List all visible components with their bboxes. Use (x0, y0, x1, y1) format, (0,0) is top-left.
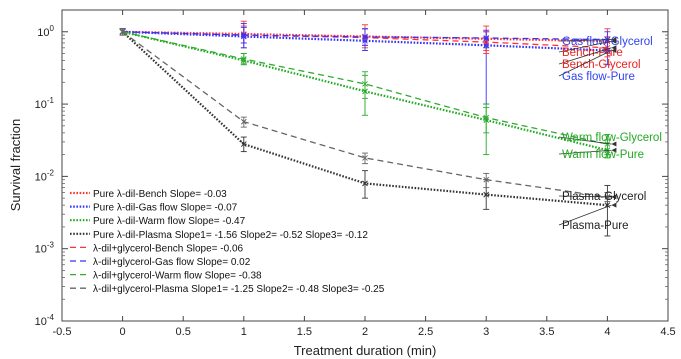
annotation-arrowhead (611, 147, 617, 153)
x-tick-label: 1 (241, 326, 247, 338)
x-tick-label: 4.5 (660, 326, 675, 338)
x-tick-label: 4 (604, 326, 610, 338)
legend-entry: Pure λ-dil-Plasma Slope1= -1.56 Slope2= … (93, 230, 368, 241)
data-point (119, 28, 126, 35)
data-point (483, 114, 490, 121)
annotation-arrow (558, 195, 612, 198)
annotation-arrowhead (611, 202, 617, 208)
x-ticks: -0.5 0 0.5 1 1.5 2 2.5 3 3.5 4 4.5 (53, 10, 676, 338)
x-axis-label: Treatment duration (min) (294, 343, 437, 358)
y-tick-exponent: -2 (47, 168, 55, 177)
series-line-0 (122, 30, 608, 43)
annotation-arrow (558, 47, 612, 65)
annotation-label: Bench-Pure (562, 47, 623, 59)
y-tick-base: 10 (35, 316, 47, 328)
data-point (362, 81, 368, 87)
data-point (483, 35, 490, 41)
x-tick-label: 1.5 (297, 326, 312, 338)
x-tick-label: 3.5 (539, 326, 554, 338)
y-tick-base: 10 (35, 171, 47, 183)
y-tick-label: 10-1 (35, 96, 55, 111)
y-tick-label: 10-2 (35, 168, 55, 183)
y-axis-label: Survival fraction (8, 119, 23, 211)
data-point (240, 32, 247, 38)
y-tick-base: 10 (37, 27, 49, 39)
series-layer (119, 20, 611, 237)
y-tick-base: 10 (35, 244, 47, 256)
legend-entry: λ-dil+glycerol-Gas flow Slope= 0.02 (93, 257, 251, 268)
data-point (240, 118, 247, 125)
y-tick-exponent: -3 (47, 241, 55, 250)
annotation-arrow (558, 204, 612, 226)
x-tick-label: -0.5 (53, 326, 72, 338)
data-point (604, 202, 611, 209)
legend-entry: λ-dil+glycerol-Plasma Slope1= -1.25 Slop… (93, 284, 385, 295)
annotation-arrowhead (611, 194, 617, 200)
annotation-arrowhead (611, 48, 617, 54)
annotation-label: Warm flow-Pure (562, 149, 644, 161)
y-tick-exponent: -4 (47, 313, 55, 322)
x-tick-label: 3 (483, 326, 489, 338)
series-line-6 (122, 31, 608, 145)
data-point (483, 176, 490, 183)
legend-entry: λ-dil+glycerol-Bench Slope= -0.06 (93, 243, 244, 254)
annotation-arrow (558, 40, 612, 53)
data-point (240, 141, 247, 147)
annotation-layer: Gas flow-GlycerolBench-PureBench-Glycero… (558, 36, 662, 232)
data-point (604, 141, 611, 147)
annotation-label: Warm flow-Glycerol (562, 132, 662, 144)
series-line-7 (122, 31, 608, 198)
y-tick-exponent: -1 (47, 96, 55, 105)
y-tick-base: 10 (35, 99, 47, 111)
annotation-arrow (558, 39, 612, 42)
data-point (362, 180, 368, 187)
series-line-1 (122, 30, 608, 52)
legend-entry: Pure λ-dil-Warm flow Slope= -0.47 (93, 216, 246, 227)
annotation-arrow (558, 50, 612, 77)
annotation-label: Plasma-Pure (562, 220, 628, 232)
legend: Pure λ-dil-Bench Slope= -0.03 Pure λ-dil-… (70, 189, 385, 295)
x-tick-label: 2.5 (418, 326, 433, 338)
annotation-label: Plasma-Glycerol (562, 191, 646, 203)
data-point (362, 155, 368, 161)
annotation-arrowhead (611, 141, 617, 147)
y-tick-label: 10-4 (35, 313, 55, 328)
annotation-label: Bench-Glycerol (562, 59, 641, 71)
legend-entry: λ-dil+glycerol-Warm flow Slope= -0.38 (93, 271, 262, 282)
legend-entry: Pure λ-dil-Bench Slope= -0.03 (93, 189, 227, 200)
y-tick-exponent: 0 (50, 24, 55, 33)
annotation-arrowhead (611, 38, 617, 44)
data-point (362, 34, 368, 40)
data-point (240, 56, 247, 62)
x-tick-label: 0 (120, 326, 126, 338)
y-tick-label: 100 (37, 24, 54, 39)
annotation-arrow (558, 149, 612, 155)
x-tick-label: 2 (362, 326, 368, 338)
y-tick-label: 10-3 (35, 241, 55, 256)
annotation-label: Gas flow-Pure (562, 71, 635, 83)
x-tick-label: 0.5 (176, 326, 191, 338)
data-point (483, 191, 490, 198)
annotation-arrow (558, 136, 612, 145)
legend-entry: Pure λ-dil-Gas flow Slope= -0.07 (93, 203, 238, 214)
